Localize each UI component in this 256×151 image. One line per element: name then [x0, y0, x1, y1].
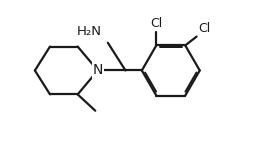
Text: Cl: Cl — [150, 17, 163, 30]
Text: N: N — [93, 63, 103, 77]
Text: Cl: Cl — [198, 22, 210, 35]
Text: H₂N: H₂N — [77, 25, 102, 38]
